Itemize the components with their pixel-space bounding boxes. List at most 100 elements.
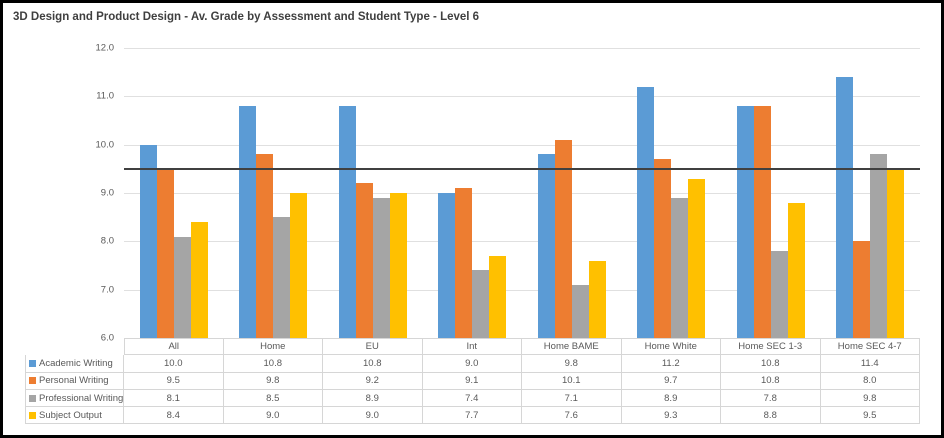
bar-professional-writing-home-sec-4-7[interactable] bbox=[870, 154, 888, 338]
legend-swatch-personal-writing bbox=[29, 377, 36, 385]
y-tick-label: 9.0 bbox=[100, 187, 114, 199]
table-corner bbox=[25, 338, 124, 355]
value-cell-professional-writing-eu: 8.9 bbox=[323, 389, 423, 408]
bar-academic-writing-home-bame[interactable] bbox=[537, 154, 555, 338]
bar-subject-output-home-white[interactable] bbox=[688, 178, 706, 338]
category-header-home-white: Home White bbox=[621, 338, 721, 356]
bar-group-home bbox=[224, 48, 324, 338]
bar-academic-writing-home-sec-1-3[interactable] bbox=[736, 106, 754, 338]
bar-group-all bbox=[124, 48, 224, 338]
value-cell-subject-output-home-sec-1-3: 8.8 bbox=[721, 407, 821, 425]
bar-personal-writing-home-sec-1-3[interactable] bbox=[753, 106, 771, 338]
series-name: Professional Writing bbox=[39, 392, 124, 404]
bar-academic-writing-home[interactable] bbox=[239, 106, 257, 338]
y-tick-label: 7.0 bbox=[100, 284, 114, 296]
category-header-home-bame: Home BAME bbox=[522, 338, 622, 356]
value-cell-academic-writing-home-sec-1-3: 10.8 bbox=[721, 355, 821, 373]
bar-personal-writing-int[interactable] bbox=[455, 188, 473, 338]
bar-groups bbox=[124, 48, 920, 338]
bar-subject-output-home[interactable] bbox=[290, 193, 308, 338]
bar-group-home-bame bbox=[522, 48, 622, 338]
series-name: Academic Writing bbox=[39, 357, 113, 369]
bar-personal-writing-home-white[interactable] bbox=[654, 159, 672, 338]
bar-professional-writing-home-white[interactable] bbox=[671, 197, 689, 338]
bar-academic-writing-home-sec-4-7[interactable] bbox=[836, 77, 854, 338]
bar-personal-writing-eu[interactable] bbox=[355, 183, 373, 338]
value-cell-academic-writing-int: 9.0 bbox=[422, 355, 522, 373]
value-cell-personal-writing-eu: 9.2 bbox=[323, 372, 423, 390]
chart-title: 3D Design and Product Design - Av. Grade… bbox=[13, 11, 480, 23]
data-table: All Home EU Int Home BAME Home White Home SEC … bbox=[25, 338, 920, 425]
value-cell-professional-writing-home-sec-4-7: 9.8 bbox=[820, 389, 920, 408]
series-label-academic-writing: Academic Writing bbox=[25, 355, 124, 373]
bar-academic-writing-home-white[interactable] bbox=[637, 86, 655, 338]
value-cell-personal-writing-home-sec-1-3: 10.8 bbox=[721, 372, 821, 390]
value-cell-professional-writing-home-bame: 7.1 bbox=[522, 389, 622, 408]
value-cell-subject-output-home-sec-4-7: 9.5 bbox=[820, 407, 920, 425]
bar-subject-output-all[interactable] bbox=[190, 222, 208, 338]
bar-subject-output-home-bame[interactable] bbox=[588, 260, 606, 338]
value-cell-subject-output-home-white: 9.3 bbox=[621, 407, 721, 425]
value-cell-academic-writing-home-white: 11.2 bbox=[621, 355, 721, 373]
bar-personal-writing-home[interactable] bbox=[256, 154, 274, 338]
category-header-home-sec-1-3: Home SEC 1-3 bbox=[721, 338, 821, 356]
value-cell-academic-writing-home: 10.8 bbox=[223, 355, 323, 373]
bar-group-home-sec-4-7 bbox=[821, 48, 921, 338]
reference-line bbox=[124, 167, 920, 170]
bar-professional-writing-home-bame[interactable] bbox=[571, 284, 589, 338]
y-tick-label: 10.0 bbox=[95, 139, 115, 151]
y-axis-labels: 12.0 11.0 10.0 9.0 8.0 7.0 6.0 bbox=[3, 43, 119, 344]
gridline bbox=[124, 241, 920, 243]
gridline bbox=[124, 289, 920, 291]
y-tick-label: 12.0 bbox=[95, 42, 115, 54]
value-cell-subject-output-home-bame: 7.6 bbox=[522, 407, 622, 425]
bar-subject-output-int[interactable] bbox=[489, 255, 507, 338]
y-tick-label: 8.0 bbox=[100, 235, 114, 247]
series-name: Personal Writing bbox=[39, 375, 109, 387]
value-cell-personal-writing-home-sec-4-7: 8.0 bbox=[820, 372, 920, 390]
bar-academic-writing-int[interactable] bbox=[438, 193, 456, 338]
bar-personal-writing-all[interactable] bbox=[156, 168, 174, 338]
category-header-all: All bbox=[124, 338, 224, 356]
plot-area bbox=[124, 48, 920, 338]
bar-professional-writing-eu[interactable] bbox=[372, 197, 390, 338]
value-cell-personal-writing-all: 9.5 bbox=[124, 372, 224, 390]
y-tick-label: 6.0 bbox=[100, 332, 114, 344]
value-cell-professional-writing-home-white: 8.9 bbox=[621, 389, 721, 408]
bar-group-int bbox=[423, 48, 523, 338]
bar-subject-output-eu[interactable] bbox=[389, 193, 407, 338]
value-cell-personal-writing-int: 9.1 bbox=[422, 372, 522, 390]
series-label-professional-writing: Professional Writing bbox=[25, 389, 124, 408]
value-cell-subject-output-int: 7.7 bbox=[422, 407, 522, 425]
bar-professional-writing-all[interactable] bbox=[173, 236, 191, 338]
bar-academic-writing-eu[interactable] bbox=[338, 106, 356, 338]
bar-subject-output-home-sec-1-3[interactable] bbox=[787, 202, 805, 338]
gridline bbox=[124, 48, 920, 49]
bar-personal-writing-home-sec-4-7[interactable] bbox=[853, 241, 871, 338]
value-cell-subject-output-eu: 9.0 bbox=[323, 407, 423, 425]
bar-professional-writing-home-sec-1-3[interactable] bbox=[770, 251, 788, 338]
value-cell-professional-writing-home: 8.5 bbox=[223, 389, 323, 408]
value-cell-personal-writing-home-bame: 10.1 bbox=[522, 372, 622, 390]
value-cell-personal-writing-home-white: 9.7 bbox=[621, 372, 721, 390]
category-header-home: Home bbox=[223, 338, 323, 356]
bar-academic-writing-all[interactable] bbox=[139, 144, 157, 338]
legend-swatch-professional-writing bbox=[29, 394, 36, 402]
gridline bbox=[124, 144, 920, 146]
bar-professional-writing-home[interactable] bbox=[273, 217, 291, 338]
series-label-personal-writing: Personal Writing bbox=[25, 372, 124, 390]
value-cell-academic-writing-eu: 10.8 bbox=[323, 355, 423, 373]
value-cell-subject-output-all: 8.4 bbox=[124, 407, 224, 425]
value-cell-personal-writing-home: 9.8 bbox=[223, 372, 323, 390]
bar-subject-output-home-sec-4-7[interactable] bbox=[887, 168, 905, 338]
bar-personal-writing-home-bame[interactable] bbox=[554, 139, 572, 338]
series-name: Subject Output bbox=[39, 409, 102, 421]
value-cell-academic-writing-home-bame: 9.8 bbox=[522, 355, 622, 373]
category-header-home-sec-4-7: Home SEC 4-7 bbox=[820, 338, 920, 356]
bar-group-eu bbox=[323, 48, 423, 338]
value-cell-academic-writing-home-sec-4-7: 11.4 bbox=[820, 355, 920, 373]
bar-professional-writing-int[interactable] bbox=[472, 270, 490, 338]
bar-group-home-white bbox=[622, 48, 722, 338]
legend-swatch-academic-writing bbox=[29, 359, 36, 367]
